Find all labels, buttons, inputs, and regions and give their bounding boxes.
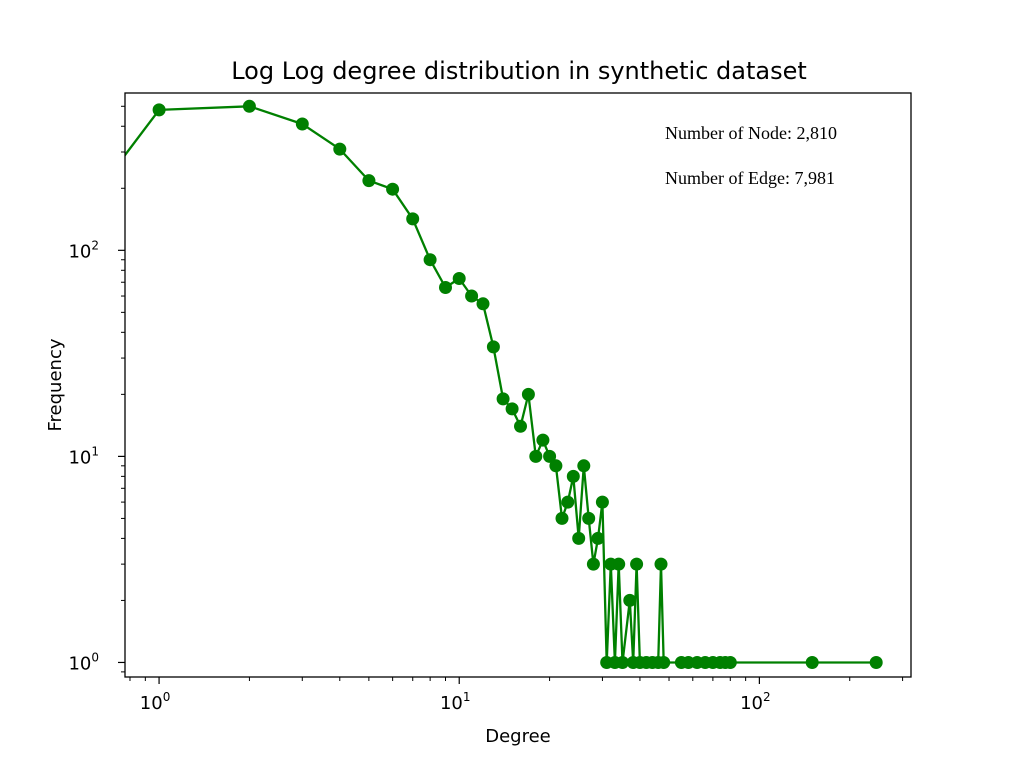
data-point-2 — [295, 117, 309, 131]
data-point-17 — [529, 449, 543, 463]
plot-area — [125, 99, 883, 669]
data-point-1 — [242, 99, 256, 113]
data-point-14 — [505, 402, 519, 416]
data-point-29 — [595, 495, 609, 509]
data-point-24 — [572, 531, 586, 545]
data-point-10 — [465, 289, 479, 303]
data-point-3 — [333, 142, 347, 156]
data-point-15 — [514, 419, 527, 433]
x-tick-label: 101 — [440, 690, 471, 714]
x-tick-label: 100 — [140, 690, 171, 714]
data-point-7 — [423, 253, 437, 267]
data-point-4 — [362, 174, 376, 188]
data-point-22 — [561, 495, 575, 509]
data-point-9 — [452, 272, 466, 285]
data-point-8 — [439, 281, 452, 294]
data-point-42 — [654, 557, 668, 571]
annotation-node-count: Number of Node: 2,810 — [665, 123, 837, 143]
data-point-34 — [616, 656, 629, 669]
series-layer — [125, 99, 883, 669]
data-point-37 — [630, 557, 644, 571]
data-point-26 — [582, 511, 596, 525]
data-point-18 — [536, 433, 550, 447]
data-point-19 — [543, 449, 557, 463]
data-point-33 — [612, 557, 626, 571]
y-tick-label: 101 — [68, 444, 99, 468]
data-point-12 — [486, 340, 500, 354]
data-point-51 — [723, 656, 737, 669]
ticks-layer: 100 101 102 100 101 102 — [68, 105, 904, 714]
data-point-20 — [549, 459, 563, 473]
series-line — [125, 105, 877, 664]
data-point-43 — [657, 656, 671, 669]
data-point-52 — [805, 656, 819, 669]
data-point-23 — [566, 469, 580, 483]
data-point-13 — [496, 392, 510, 406]
y-axis-label: Frequency — [45, 338, 66, 431]
data-point-25 — [577, 459, 591, 473]
data-point-53 — [869, 656, 883, 669]
y-tick-label: 100 — [68, 650, 99, 674]
data-point-11 — [476, 297, 490, 311]
data-point-21 — [555, 511, 569, 525]
data-point-0 — [152, 103, 166, 117]
x-axis-label: Degree — [485, 726, 551, 747]
data-point-6 — [406, 212, 420, 226]
x-tick-label: 102 — [740, 690, 771, 714]
annotation-edge-count: Number of Edge: 7,981 — [665, 168, 835, 188]
data-point-5 — [386, 182, 400, 196]
data-point-16 — [521, 387, 535, 401]
data-point-27 — [586, 557, 600, 571]
plot-frame — [124, 92, 912, 678]
y-tick-label: 102 — [68, 238, 99, 262]
data-point-35 — [623, 593, 637, 607]
data-point-28 — [591, 531, 605, 545]
chart-title: Log Log degree distribution in synthetic… — [231, 57, 807, 85]
